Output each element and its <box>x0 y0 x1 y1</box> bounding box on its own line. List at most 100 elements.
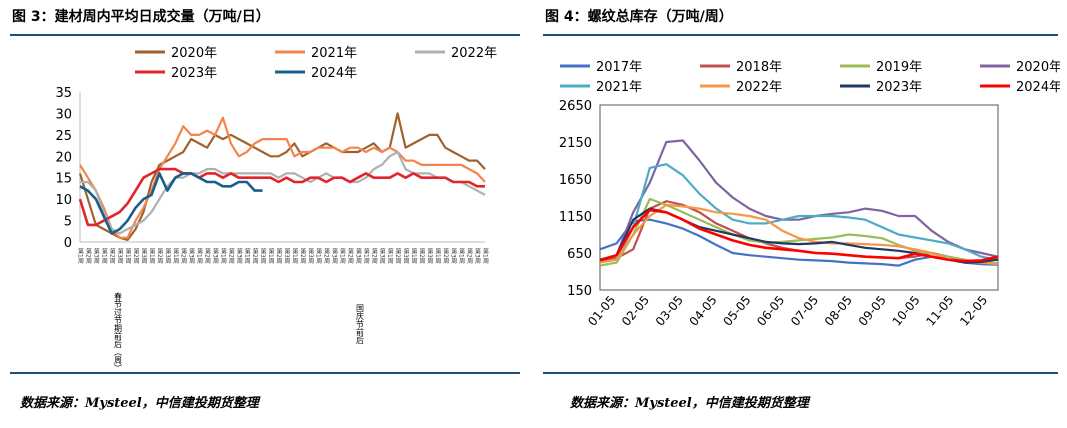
left-x-tick-4: 第2周 <box>108 247 115 265</box>
left-title-rule <box>10 34 520 36</box>
left-x-tick-27: 第1周 <box>291 247 298 265</box>
right-y-tick-1: 650 <box>567 247 592 262</box>
right-series-line-5 <box>599 203 999 265</box>
left-x-tick-17: 第3周 <box>212 247 219 265</box>
right-x-tick-4: 05-05 <box>720 293 753 329</box>
left-x-tick-28: 第2周 <box>299 247 306 265</box>
left-x-tick-11: 第3周 <box>164 247 171 265</box>
left-x-tick-51: 第1周 <box>482 247 489 265</box>
left-x-tick-16: 第2周 <box>204 247 211 265</box>
left-source-rule <box>10 372 520 374</box>
left-annotation-spring: 春节过节期前后（周） <box>114 291 123 372</box>
right-series-line-4 <box>599 163 999 263</box>
legend-label-2: 2022年 <box>451 46 497 61</box>
left-x-tick-29: 第3周 <box>307 247 314 265</box>
left-x-tick-34: 第2周 <box>347 247 354 265</box>
left-x-tick-19: 第2周 <box>227 247 234 265</box>
left-x-tick-47: 第3周 <box>450 247 457 265</box>
right-chart-title: 图 4：螺纹总库存（万吨/周） <box>545 9 733 25</box>
left-series-line-3 <box>78 167 485 227</box>
right-y-tick-4: 2150 <box>559 136 592 151</box>
left-series-line-1 <box>79 116 486 239</box>
left-x-tick-37: 第2周 <box>370 247 377 265</box>
left-x-tick-38: 第3周 <box>378 247 385 265</box>
left-x-tick-9: 第1周 <box>148 247 155 265</box>
legend-label-0: 2017年 <box>596 60 642 75</box>
left-x-tick-18: 第1周 <box>219 247 226 265</box>
right-series-line-7 <box>599 208 999 263</box>
left-x-tick-44: 第3周 <box>426 247 433 265</box>
legend-label-3: 2020年 <box>1016 60 1060 75</box>
right-source-note: 数据来源：Mysteel，中信建投期货整理 <box>570 396 809 411</box>
right-y-tick-0: 150 <box>567 284 592 299</box>
right-x-tick-8: 09-05 <box>856 293 889 329</box>
left-x-tick-13: 第2周 <box>180 247 187 265</box>
right-x-tick-7: 08-05 <box>822 293 855 329</box>
left-x-tick-8: 第3周 <box>140 247 147 265</box>
right-y-tick-3: 1650 <box>559 173 592 188</box>
left-line-chart: 2020年 2021年 2022年 2023年 2024年 0 5 10 15 20 25 30 35 第… <box>55 46 497 372</box>
left-y-tick-7: 35 <box>55 86 72 101</box>
left-x-tick-0: 第1周 <box>77 247 84 265</box>
left-y-tick-1: 5 <box>64 215 72 230</box>
left-series-line-2 <box>80 150 486 235</box>
right-source-rule <box>543 372 1058 374</box>
legend-label-2: 2019年 <box>876 60 922 75</box>
left-x-tick-48: 第1周 <box>458 247 465 265</box>
left-x-tick-22: 第2周 <box>251 247 258 265</box>
left-x-tick-12: 第1周 <box>172 247 179 265</box>
right-x-tick-11: 12-05 <box>957 293 990 329</box>
left-x-tick-32: 第3周 <box>331 247 338 265</box>
left-x-tick-26: 第3周 <box>283 247 290 265</box>
right-x-tick-10: 11-05 <box>923 293 956 329</box>
left-x-tick-2: 第3周 <box>92 247 99 265</box>
left-x-tick-24: 第1周 <box>267 247 274 265</box>
legend-label-1: 2018年 <box>736 60 782 75</box>
left-y-tick-4: 20 <box>55 150 72 165</box>
left-x-tick-39: 第1周 <box>386 247 393 265</box>
left-x-tick-21: 第1周 <box>243 247 250 265</box>
left-x-tick-36: 第1周 <box>362 247 369 265</box>
left-annotation-national-day: 国庆节前后 <box>356 304 365 345</box>
right-y-tick-2: 1150 <box>559 210 592 225</box>
right-series-line-3 <box>599 139 999 262</box>
left-x-tick-1: 第2周 <box>84 247 91 265</box>
right-x-tick-2: 03-05 <box>653 293 686 329</box>
left-y-tick-2: 10 <box>55 193 72 208</box>
left-source-note: 数据来源：Mysteel，中信建投期货整理 <box>20 396 259 411</box>
legend-label-4: 2021年 <box>596 80 642 95</box>
left-chart-title: 图 3：建材周内平均日成交量（万吨/日） <box>12 9 270 25</box>
left-x-tick-46: 第2周 <box>442 247 449 265</box>
left-x-tick-45: 第1周 <box>434 247 441 265</box>
legend-label-0: 2020年 <box>171 46 217 61</box>
right-x-tick-1: 02-05 <box>619 293 652 329</box>
left-x-tick-10: 第2周 <box>156 247 163 265</box>
legend-label-7: 2024年 <box>1016 80 1060 95</box>
left-x-tick-30: 第1周 <box>315 247 322 265</box>
left-series-line-4 <box>79 172 263 235</box>
left-y-tick-5: 25 <box>55 129 72 144</box>
left-x-tick-40: 第2周 <box>394 247 401 265</box>
legend-label-1: 2021年 <box>311 46 357 61</box>
right-x-tick-6: 07-05 <box>788 293 821 329</box>
legend-label-6: 2023年 <box>876 80 922 95</box>
left-x-tick-5: 第3周 <box>116 247 123 265</box>
left-y-tick-6: 30 <box>55 107 72 122</box>
left-x-tick-15: 第1周 <box>196 247 203 265</box>
right-line-chart: 2017年 2018年 2019年 2020年 2021年 2022年 2023年 2024年… <box>559 60 1060 329</box>
left-x-tick-6: 第1周 <box>124 247 131 265</box>
left-x-tick-43: 第2周 <box>418 247 425 265</box>
left-x-tick-14: 第3周 <box>188 247 195 265</box>
left-y-tick-0: 0 <box>64 236 72 251</box>
left-y-tick-3: 15 <box>55 172 72 187</box>
left-x-tick-35: 第3周 <box>354 247 361 265</box>
left-x-tick-31: 第2周 <box>323 247 330 265</box>
left-x-tick-41: 第3周 <box>402 247 409 265</box>
left-x-tick-50: 第3周 <box>474 247 481 265</box>
left-x-tick-49: 第2周 <box>466 247 473 265</box>
right-title-rule <box>543 34 1058 36</box>
left-x-tick-42: 第1周 <box>410 247 417 265</box>
left-x-tick-23: 第3周 <box>259 247 266 265</box>
left-x-tick-7: 第2周 <box>132 247 139 265</box>
